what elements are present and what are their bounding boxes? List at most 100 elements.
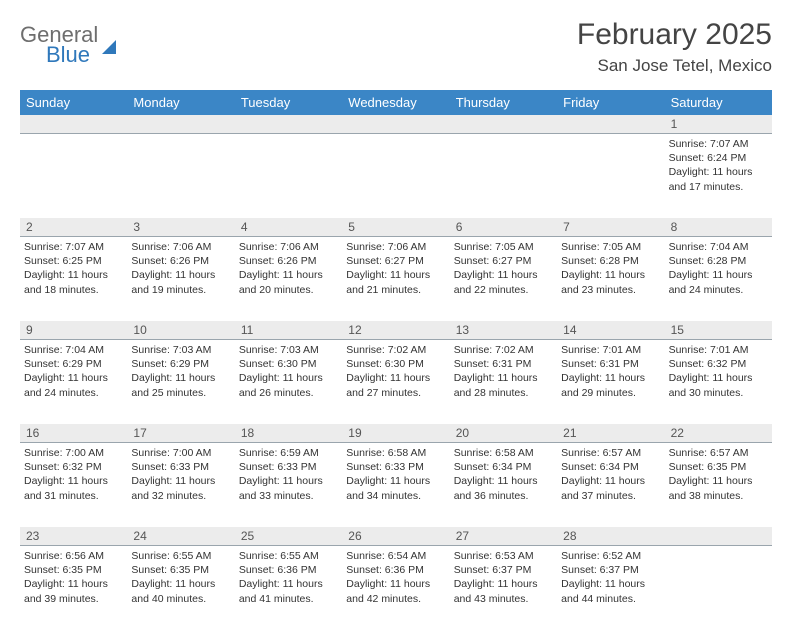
daylight-text: Daylight: 11 hours bbox=[669, 474, 768, 488]
date-number: 20 bbox=[450, 424, 557, 442]
date-number-row: 16171819202122 bbox=[20, 424, 772, 443]
daylight-text: Daylight: 11 hours bbox=[561, 371, 660, 385]
date-number: 15 bbox=[665, 321, 772, 339]
date-number: 23 bbox=[20, 527, 127, 545]
daylight-text: and 36 minutes. bbox=[454, 489, 553, 503]
daylight-text: Daylight: 11 hours bbox=[24, 577, 123, 591]
title-block: February 2025 San Jose Tetel, Mexico bbox=[577, 18, 772, 76]
date-number: 3 bbox=[127, 218, 234, 236]
daylight-text: Daylight: 11 hours bbox=[561, 474, 660, 488]
calendar-cell: Sunrise: 7:05 AMSunset: 6:27 PMDaylight:… bbox=[450, 237, 557, 321]
calendar-cell-empty bbox=[665, 546, 772, 630]
sunrise-text: Sunrise: 7:05 AM bbox=[561, 240, 660, 254]
week-row: Sunrise: 7:00 AMSunset: 6:32 PMDaylight:… bbox=[20, 443, 772, 527]
sunrise-text: Sunrise: 7:05 AM bbox=[454, 240, 553, 254]
calendar-cell: Sunrise: 7:01 AMSunset: 6:32 PMDaylight:… bbox=[665, 340, 772, 424]
daylight-text: Daylight: 11 hours bbox=[346, 577, 445, 591]
month-title: February 2025 bbox=[577, 18, 772, 52]
calendar-cell: Sunrise: 7:03 AMSunset: 6:29 PMDaylight:… bbox=[127, 340, 234, 424]
daylight-text: and 39 minutes. bbox=[24, 592, 123, 606]
logo-triangle-icon bbox=[102, 40, 116, 54]
daylight-text: and 43 minutes. bbox=[454, 592, 553, 606]
sunset-text: Sunset: 6:26 PM bbox=[131, 254, 230, 268]
date-number bbox=[20, 115, 127, 133]
sunrise-text: Sunrise: 6:57 AM bbox=[561, 446, 660, 460]
date-number: 25 bbox=[235, 527, 342, 545]
date-number: 28 bbox=[557, 527, 664, 545]
sunset-text: Sunset: 6:33 PM bbox=[239, 460, 338, 474]
calendar-cell-empty bbox=[127, 134, 234, 218]
date-number: 13 bbox=[450, 321, 557, 339]
daylight-text: Daylight: 11 hours bbox=[454, 474, 553, 488]
daylight-text: and 27 minutes. bbox=[346, 386, 445, 400]
sunrise-text: Sunrise: 6:53 AM bbox=[454, 549, 553, 563]
daylight-text: and 40 minutes. bbox=[131, 592, 230, 606]
daylight-text: and 23 minutes. bbox=[561, 283, 660, 297]
calendar-cell: Sunrise: 7:07 AMSunset: 6:25 PMDaylight:… bbox=[20, 237, 127, 321]
date-number-row: 9101112131415 bbox=[20, 321, 772, 340]
date-number bbox=[450, 115, 557, 133]
sunrise-text: Sunrise: 7:07 AM bbox=[24, 240, 123, 254]
calendar-page: General Blue February 2025 San Jose Tete… bbox=[0, 0, 792, 640]
daylight-text: and 30 minutes. bbox=[669, 386, 768, 400]
sunrise-text: Sunrise: 6:59 AM bbox=[239, 446, 338, 460]
daylight-text: Daylight: 11 hours bbox=[239, 268, 338, 282]
date-number: 21 bbox=[557, 424, 664, 442]
sunrise-text: Sunrise: 7:04 AM bbox=[24, 343, 123, 357]
date-number: 22 bbox=[665, 424, 772, 442]
date-number: 24 bbox=[127, 527, 234, 545]
sunset-text: Sunset: 6:33 PM bbox=[346, 460, 445, 474]
sunrise-text: Sunrise: 7:07 AM bbox=[669, 137, 768, 151]
sunrise-text: Sunrise: 7:01 AM bbox=[669, 343, 768, 357]
logo-line2: Blue bbox=[46, 44, 98, 66]
sunset-text: Sunset: 6:30 PM bbox=[239, 357, 338, 371]
daylight-text: Daylight: 11 hours bbox=[561, 268, 660, 282]
date-number: 12 bbox=[342, 321, 449, 339]
sunset-text: Sunset: 6:36 PM bbox=[239, 563, 338, 577]
calendar-cell: Sunrise: 6:57 AMSunset: 6:34 PMDaylight:… bbox=[557, 443, 664, 527]
sunrise-text: Sunrise: 7:02 AM bbox=[454, 343, 553, 357]
daylight-text: Daylight: 11 hours bbox=[346, 474, 445, 488]
calendar-grid: Sunday Monday Tuesday Wednesday Thursday… bbox=[20, 90, 772, 630]
date-number bbox=[127, 115, 234, 133]
daylight-text: Daylight: 11 hours bbox=[454, 371, 553, 385]
sunrise-text: Sunrise: 7:06 AM bbox=[346, 240, 445, 254]
weekday-header: Wednesday bbox=[342, 90, 449, 115]
date-number: 7 bbox=[557, 218, 664, 236]
daylight-text: and 38 minutes. bbox=[669, 489, 768, 503]
date-number bbox=[557, 115, 664, 133]
date-number: 10 bbox=[127, 321, 234, 339]
sunset-text: Sunset: 6:34 PM bbox=[454, 460, 553, 474]
daylight-text: Daylight: 11 hours bbox=[561, 577, 660, 591]
daylight-text: Daylight: 11 hours bbox=[131, 268, 230, 282]
sunset-text: Sunset: 6:32 PM bbox=[669, 357, 768, 371]
daylight-text: Daylight: 11 hours bbox=[131, 577, 230, 591]
sunset-text: Sunset: 6:28 PM bbox=[561, 254, 660, 268]
daylight-text: Daylight: 11 hours bbox=[346, 371, 445, 385]
sunrise-text: Sunrise: 6:52 AM bbox=[561, 549, 660, 563]
week-row: Sunrise: 7:04 AMSunset: 6:29 PMDaylight:… bbox=[20, 340, 772, 424]
sunset-text: Sunset: 6:35 PM bbox=[24, 563, 123, 577]
date-number: 8 bbox=[665, 218, 772, 236]
calendar-cell: Sunrise: 7:05 AMSunset: 6:28 PMDaylight:… bbox=[557, 237, 664, 321]
week-row: Sunrise: 6:56 AMSunset: 6:35 PMDaylight:… bbox=[20, 546, 772, 630]
weekday-header-row: Sunday Monday Tuesday Wednesday Thursday… bbox=[20, 90, 772, 115]
daylight-text: Daylight: 11 hours bbox=[131, 371, 230, 385]
sunset-text: Sunset: 6:29 PM bbox=[131, 357, 230, 371]
date-number: 16 bbox=[20, 424, 127, 442]
calendar-weeks: 1Sunrise: 7:07 AMSunset: 6:24 PMDaylight… bbox=[20, 115, 772, 630]
daylight-text: and 28 minutes. bbox=[454, 386, 553, 400]
calendar-cell: Sunrise: 7:02 AMSunset: 6:30 PMDaylight:… bbox=[342, 340, 449, 424]
date-number-row: 1 bbox=[20, 115, 772, 134]
daylight-text: and 19 minutes. bbox=[131, 283, 230, 297]
sunrise-text: Sunrise: 6:56 AM bbox=[24, 549, 123, 563]
calendar-cell: Sunrise: 7:06 AMSunset: 6:26 PMDaylight:… bbox=[235, 237, 342, 321]
sunset-text: Sunset: 6:34 PM bbox=[561, 460, 660, 474]
date-number: 26 bbox=[342, 527, 449, 545]
daylight-text: and 22 minutes. bbox=[454, 283, 553, 297]
calendar-cell: Sunrise: 6:54 AMSunset: 6:36 PMDaylight:… bbox=[342, 546, 449, 630]
daylight-text: Daylight: 11 hours bbox=[239, 371, 338, 385]
sunrise-text: Sunrise: 6:58 AM bbox=[346, 446, 445, 460]
week-row: Sunrise: 7:07 AMSunset: 6:25 PMDaylight:… bbox=[20, 237, 772, 321]
sunrise-text: Sunrise: 7:00 AM bbox=[131, 446, 230, 460]
